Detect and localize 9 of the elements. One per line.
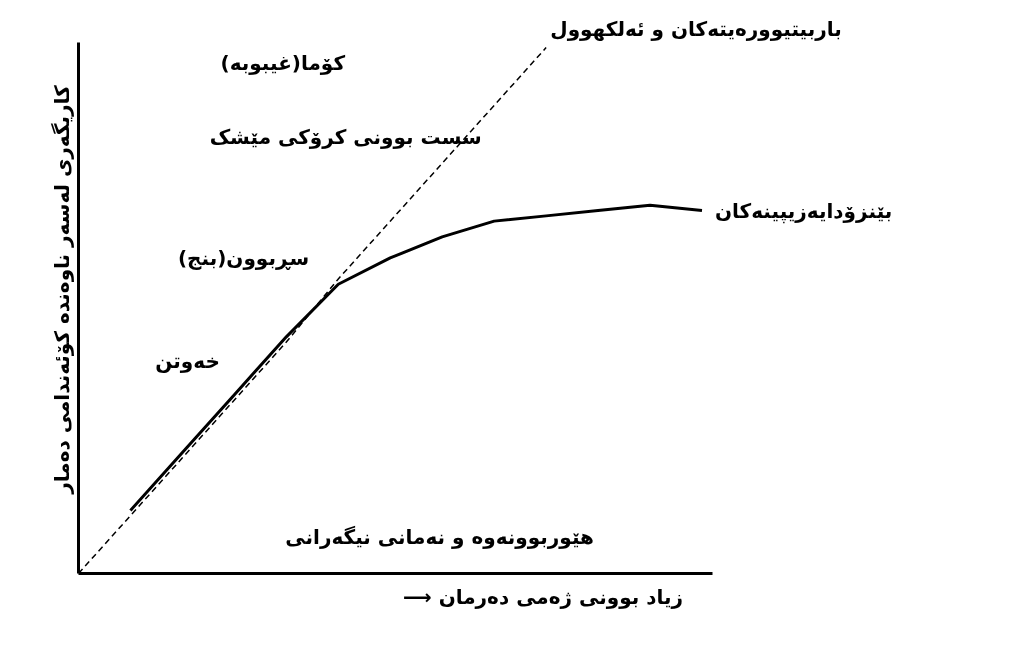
y-axis-title: کاریگەری لەسەر ناوەندە کۆئەندامی دەمار [49, 84, 74, 495]
series-label: باربیتیوورەیتەکان و ئەلکهوول [550, 17, 842, 42]
annotation: سست بوونی کرۆکی مێشک [209, 124, 482, 149]
annotation: کۆما(غیبوبە) [220, 51, 346, 76]
series-label: بێنزۆدایەزیپینەکان [714, 198, 893, 224]
annotation: سڕبوون(بنج) [177, 245, 310, 270]
annotation: خەوتن [155, 348, 220, 373]
annotation: هێوربوونەوە و نەمانی نیگەرانی [285, 524, 594, 549]
x-axis-title: ⟶ زیاد بوونی ژەمی دەرمان [402, 584, 684, 609]
